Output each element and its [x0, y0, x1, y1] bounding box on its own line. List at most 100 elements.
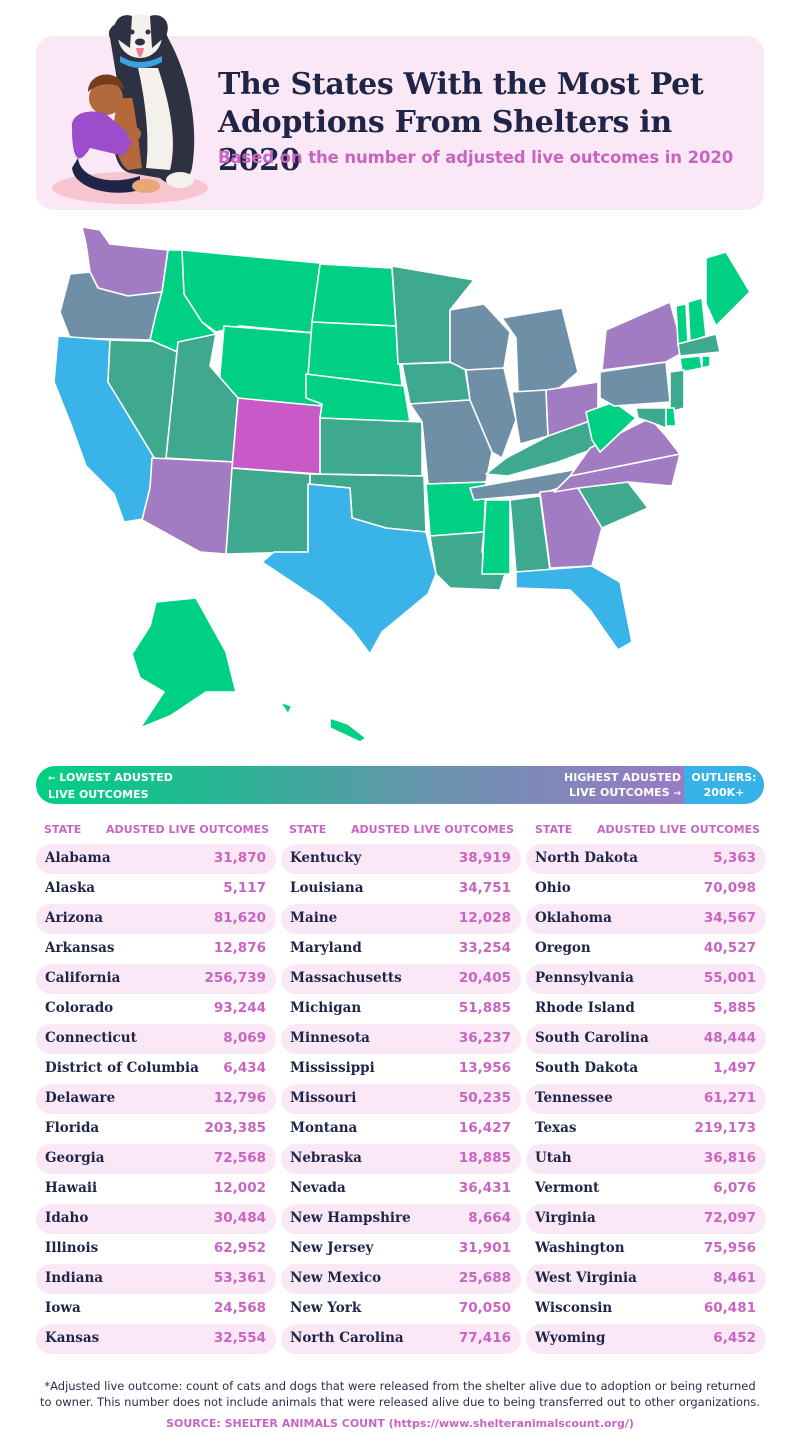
table-row: Maryland 33,254: [281, 934, 521, 964]
table-row: Maine 12,028: [281, 904, 521, 934]
table-row: Colorado 93,244: [36, 994, 276, 1024]
outcome-value: 61,271: [703, 1090, 756, 1106]
state-name: California: [45, 970, 121, 986]
state-name: Rhode Island: [535, 1000, 635, 1016]
outcome-value: 13,956: [458, 1060, 511, 1076]
state-name: Mississippi: [290, 1060, 375, 1076]
table-row: North Dakota 5,363: [526, 844, 766, 874]
us-states-map: [53, 226, 751, 743]
state-name: Wyoming: [535, 1330, 606, 1346]
table-row: Oregon 40,527: [526, 934, 766, 964]
table-row: Utah 36,816: [526, 1144, 766, 1174]
outcome-value: 55,001: [703, 970, 756, 986]
table-row: Hawaii 12,002: [36, 1174, 276, 1204]
outcome-value: 62,952: [213, 1240, 266, 1256]
state-name: Virginia: [535, 1210, 596, 1226]
outcome-value: 5,117: [223, 880, 266, 896]
state-name: South Dakota: [535, 1060, 639, 1076]
state-name: Montana: [290, 1120, 358, 1136]
state-ms: [481, 499, 511, 575]
state-tx: [261, 483, 437, 655]
table-row: Wyoming 6,452: [526, 1324, 766, 1354]
state-md: [635, 407, 667, 429]
table-row: Illinois 62,952: [36, 1234, 276, 1264]
outcome-value: 60,481: [703, 1300, 756, 1316]
table-row: Arizona 81,620: [36, 904, 276, 934]
table-row: Massachusetts 20,405: [281, 964, 521, 994]
state-name: West Virginia: [535, 1270, 637, 1286]
state-name: Tennessee: [535, 1090, 613, 1106]
outcome-value: 51,885: [458, 1000, 511, 1016]
state-ia: [401, 361, 471, 405]
state-vt: [675, 303, 689, 345]
state-name: North Carolina: [290, 1330, 404, 1346]
outcome-value: 36,816: [703, 1150, 756, 1166]
state-name: New York: [290, 1300, 362, 1316]
state-name: Texas: [535, 1120, 577, 1136]
table-row: Georgia 72,568: [36, 1144, 276, 1174]
state-name: Nebraska: [290, 1150, 362, 1166]
table-row: West Virginia 8,461: [526, 1264, 766, 1294]
table-row: Nevada 36,431: [281, 1174, 521, 1204]
state-name: North Dakota: [535, 850, 639, 866]
state-me: [705, 251, 751, 327]
table-row: Alabama 31,870: [36, 844, 276, 874]
state-name: Connecticut: [45, 1030, 137, 1046]
table-row: Kansas 32,554: [36, 1324, 276, 1354]
outcome-value: 33,254: [458, 940, 511, 956]
table-row: Washington 75,956: [526, 1234, 766, 1264]
table-row: Iowa 24,568: [36, 1294, 276, 1324]
state-name: Delaware: [45, 1090, 116, 1106]
state-ks: [319, 417, 423, 477]
outcome-value: 72,097: [703, 1210, 756, 1226]
outcome-value: 16,427: [458, 1120, 511, 1136]
table-row: Rhode Island 5,885: [526, 994, 766, 1024]
outcome-value: 6,076: [713, 1180, 756, 1196]
table-row: North Carolina 77,416: [281, 1324, 521, 1354]
outcome-value: 81,620: [213, 910, 266, 926]
outcome-value: 5,363: [713, 850, 756, 866]
outcome-value: 50,235: [458, 1090, 511, 1106]
outcome-value: 70,050: [458, 1300, 511, 1316]
outcome-value: 93,244: [213, 1000, 266, 1016]
state-name: Iowa: [45, 1300, 81, 1316]
outcome-value: 12,002: [213, 1180, 266, 1196]
legend-lowest: ← LOWEST ADUSTED LIVE OUTCOMES: [48, 771, 173, 801]
state-in: [511, 389, 549, 445]
state-name: Maine: [290, 910, 338, 926]
state-ak: [131, 597, 237, 729]
table-row: New Hampshire 8,664: [281, 1204, 521, 1234]
outliers-swatch: [684, 766, 764, 804]
table-row: Missouri 50,235: [281, 1084, 521, 1114]
outcome-value: 5,885: [713, 1000, 756, 1016]
state-name: New Hampshire: [290, 1210, 411, 1226]
outcome-value: 6,452: [713, 1330, 756, 1346]
state-nm: [225, 467, 311, 555]
table-row: South Carolina 48,444: [526, 1024, 766, 1054]
footnote: *Adjusted live outcome: count of cats an…: [40, 1379, 760, 1409]
state-name: Kansas: [45, 1330, 100, 1346]
state-name: Arkansas: [45, 940, 115, 956]
state-name: Oklahoma: [535, 910, 612, 926]
state-name: Alabama: [45, 850, 111, 866]
outcome-value: 34,751: [458, 880, 511, 896]
state-mi: [501, 307, 579, 397]
outcome-value: 48,444: [703, 1030, 756, 1046]
table-row: Florida 203,385: [36, 1114, 276, 1144]
state-name: Massachusetts: [290, 970, 402, 986]
state-ny: [601, 301, 685, 371]
outcome-value: 20,405: [458, 970, 511, 986]
state-va: [569, 417, 681, 477]
state-name: Maryland: [290, 940, 362, 956]
table-row: District of Columbia 6,434: [36, 1054, 276, 1084]
state-name: Kentucky: [290, 850, 362, 866]
outcome-value: 40,527: [703, 940, 756, 956]
outcome-value: 18,885: [458, 1150, 511, 1166]
table-row: Nebraska 18,885: [281, 1144, 521, 1174]
table-row: Minnesota 36,237: [281, 1024, 521, 1054]
table-row: South Dakota 1,497: [526, 1054, 766, 1084]
column-header-state: STATE: [44, 823, 82, 836]
state-co: [231, 397, 323, 475]
page-subtitle: Based on the number of adjusted live out…: [218, 148, 734, 167]
state-name: New Jersey: [290, 1240, 374, 1256]
